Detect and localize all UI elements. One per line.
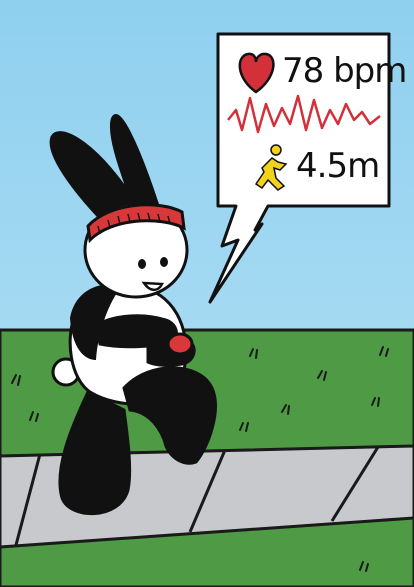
smartwatch [166,332,194,356]
runner-icon [254,144,288,191]
speech-bubble [208,32,391,304]
eye-left [138,259,146,269]
left-arm [94,314,178,349]
shoulder [70,284,122,360]
distance-readout: 4.5m [296,146,380,186]
front-leg [122,366,217,465]
right-ear [109,114,162,228]
grass-tufts [11,346,389,572]
heart-rate-readout: 78 bpm [282,51,407,91]
eye-right [160,257,168,267]
heartbeat-waveform [227,94,381,134]
sidewalk-cracks [14,446,380,546]
back-leg [58,389,132,516]
mouth [141,281,164,292]
headband-stripes [97,212,171,235]
heart-icon [238,52,275,94]
